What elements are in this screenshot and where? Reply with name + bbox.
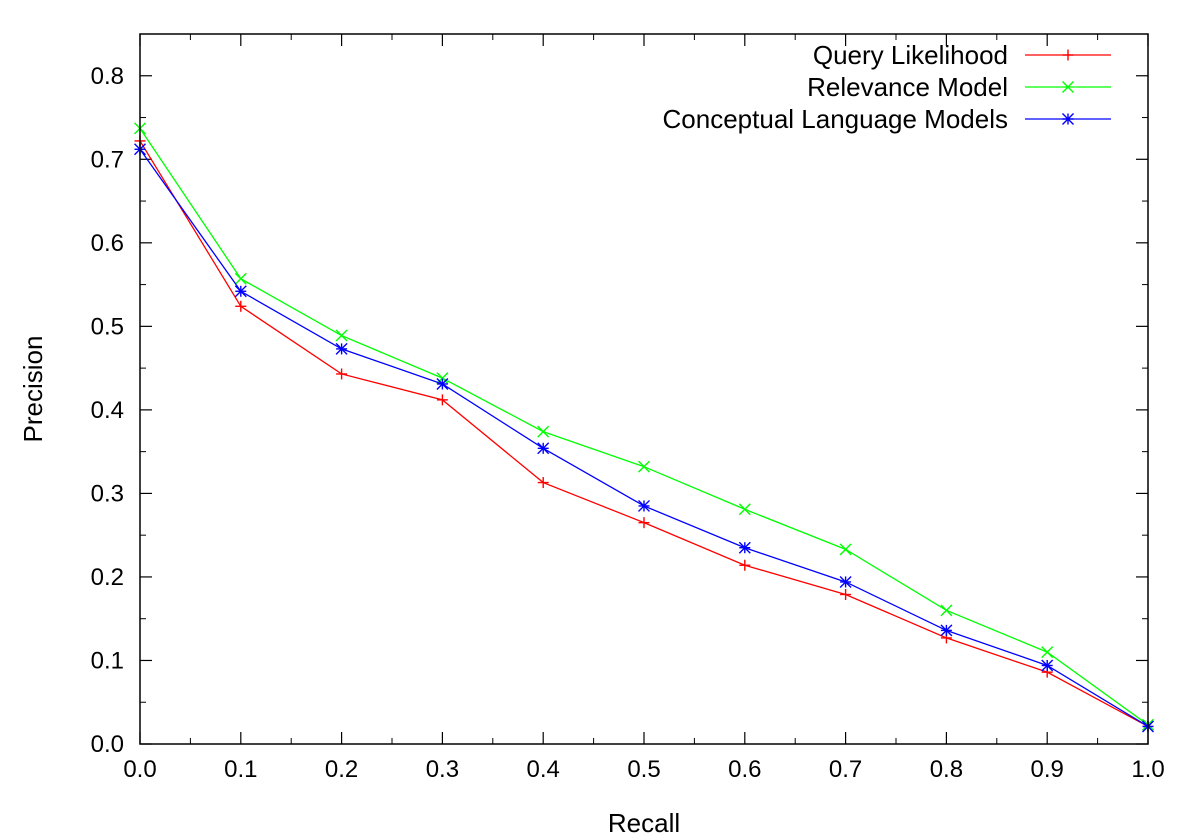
legend-label: Conceptual Language Models: [663, 104, 1008, 134]
y-tick-label: 0.1: [91, 647, 124, 674]
data-point: [940, 624, 953, 637]
x-tick-label: 0.0: [123, 756, 156, 783]
data-point: [235, 300, 247, 312]
data-point: [1041, 659, 1054, 672]
data-point: [1041, 646, 1054, 659]
axis-ticks: [139, 34, 1149, 745]
data-point: [739, 559, 751, 571]
y-tick-label: 0.4: [91, 397, 124, 424]
y-tick-label: 0.0: [91, 731, 124, 758]
tick-labels: 0.0 0.1 0.2 0.3 0.4 0.5 0.6 0.7 0.8 0.9 1.0 0.0 0.1 0…: [91, 63, 1165, 783]
x-tick-label: 0.4: [527, 756, 560, 783]
data-point: [738, 541, 751, 554]
legend-item: Relevance Model: [807, 72, 1111, 102]
legend-label: Relevance Model: [807, 72, 1008, 102]
x-tick-label: 1.0: [1131, 756, 1164, 783]
y-tick-label: 0.6: [91, 230, 124, 257]
data-point: [638, 517, 650, 529]
data-point: [436, 377, 449, 390]
x-tick-label: 0.3: [426, 756, 459, 783]
y-tick-label: 0.2: [91, 564, 124, 591]
data-point: [537, 442, 550, 455]
x-tick-label: 0.2: [325, 756, 358, 783]
data-point: [940, 604, 953, 617]
data-point: [738, 503, 751, 516]
data-point: [839, 543, 852, 556]
y-tick-label: 0.3: [91, 480, 124, 507]
x-axis-label: Recall: [608, 808, 680, 838]
data-point: [537, 477, 549, 489]
data-point: [336, 368, 348, 380]
legend-marker: [1062, 49, 1074, 61]
data-point: [537, 425, 550, 438]
x-tick-label: 0.5: [627, 756, 660, 783]
data-point: [234, 272, 247, 285]
data-point: [839, 575, 852, 588]
data-point: [234, 285, 247, 298]
data-point: [436, 394, 448, 406]
x-tick-label: 0.8: [930, 756, 963, 783]
plot-frame: [139, 33, 1149, 745]
legend-item: Query Likelihood: [813, 40, 1111, 70]
x-tick-label: 0.6: [728, 756, 761, 783]
legend-label: Query Likelihood: [813, 40, 1008, 70]
legend-marker: [1062, 81, 1074, 93]
data-point: [638, 460, 650, 473]
series-layer: [134, 122, 1154, 733]
x-tick-label: 0.7: [829, 756, 862, 783]
x-tick-label: 0.9: [1031, 756, 1064, 783]
data-point: [840, 588, 852, 600]
legend-item: Conceptual Language Models: [663, 104, 1111, 134]
data-point: [335, 342, 348, 355]
data-point: [638, 499, 650, 512]
x-tick-label: 0.1: [224, 756, 257, 783]
y-tick-label: 0.7: [91, 146, 124, 173]
data-point: [436, 372, 449, 385]
y-tick-label: 0.8: [91, 63, 124, 90]
legend-marker: [1062, 113, 1074, 125]
data-point: [335, 329, 348, 342]
y-axis-label: Precision: [18, 336, 48, 443]
y-tick-label: 0.5: [91, 313, 124, 340]
